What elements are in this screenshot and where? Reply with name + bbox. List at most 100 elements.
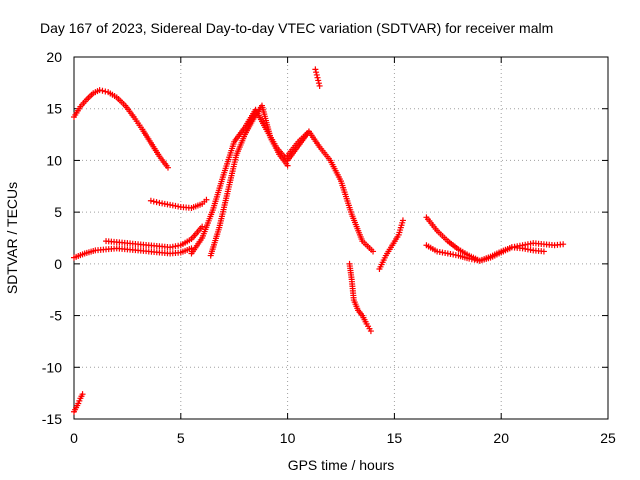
data-point <box>77 98 89 110</box>
data-point <box>233 133 248 159</box>
data-point <box>105 89 118 100</box>
data-point <box>103 245 118 253</box>
y-tick-label: -5 <box>50 308 63 324</box>
data-point <box>96 87 109 95</box>
data-point <box>382 244 394 259</box>
series-arc-early-negative <box>71 391 86 415</box>
data-point <box>316 82 323 89</box>
data-point <box>177 203 192 211</box>
x-tick-labels: 0 5 10 15 20 25 <box>70 430 616 446</box>
data-point <box>139 126 153 144</box>
tick-layer <box>73 56 609 420</box>
data-point <box>284 162 291 169</box>
data-point <box>355 307 364 317</box>
data-point <box>167 249 182 257</box>
data-point <box>147 139 162 158</box>
data-point <box>376 254 388 273</box>
data-point <box>370 248 377 255</box>
data-point <box>203 196 210 203</box>
data-point <box>258 102 273 139</box>
data-point <box>530 240 545 247</box>
y-tick-label: 15 <box>46 101 62 117</box>
data-point <box>487 249 503 260</box>
x-tick-label: 25 <box>600 430 616 446</box>
y-tick-label: 0 <box>54 256 62 272</box>
x-tick-label: 5 <box>177 430 185 446</box>
x-tick-label: 15 <box>387 430 403 446</box>
data-point <box>188 201 204 212</box>
data-point <box>73 402 81 411</box>
x-tick-label: 10 <box>280 430 296 446</box>
data-point <box>455 252 471 262</box>
series-arc-plateau-drop <box>284 128 377 255</box>
data-point <box>359 238 375 253</box>
data-point <box>216 190 231 231</box>
x-axis-label: GPS time / hours <box>288 457 395 473</box>
data-point <box>188 236 204 257</box>
data-point <box>284 140 300 159</box>
y-axis-label: SDTVAR / TECUs <box>4 182 20 294</box>
series-arc-negative-dip <box>346 260 374 335</box>
data-point <box>395 219 406 238</box>
data-point <box>188 225 204 243</box>
series-arc-baseline-a <box>71 245 195 261</box>
data-point <box>147 197 160 206</box>
x-tick-label: 20 <box>493 430 509 446</box>
data-point <box>231 126 247 145</box>
y-tick-label: 10 <box>46 152 62 168</box>
y-tick-label: 20 <box>46 49 62 65</box>
data-point <box>81 248 97 257</box>
data-point <box>348 276 357 301</box>
data-point <box>540 248 547 255</box>
data-point <box>399 217 406 224</box>
data-point <box>363 320 373 332</box>
y-tick-label: 5 <box>54 204 62 220</box>
data-point <box>90 88 101 97</box>
data-point <box>209 174 226 214</box>
data-point <box>241 117 256 138</box>
data-point <box>124 240 139 247</box>
data-point <box>423 242 438 254</box>
data-point <box>92 246 107 254</box>
series-arc-late-a <box>423 214 567 264</box>
data-point <box>476 254 492 264</box>
data-point <box>122 102 136 119</box>
data-point <box>346 260 355 281</box>
y-tick-labels: -15 -10 -5 0 5 10 15 20 <box>42 49 62 427</box>
data-point <box>267 134 281 156</box>
data-point <box>207 226 222 259</box>
series-arc-baseline-b <box>103 223 206 251</box>
data-point <box>167 201 182 210</box>
data-point <box>113 94 127 107</box>
data-point <box>199 223 206 230</box>
data-point <box>530 247 545 255</box>
data-point <box>316 143 332 162</box>
data-point <box>434 227 450 243</box>
data-point <box>540 241 555 248</box>
data-point <box>164 164 171 171</box>
data-point <box>188 245 195 252</box>
series-arc-late-b <box>423 242 547 264</box>
data-point <box>145 242 160 250</box>
x-tick-label: 0 <box>70 430 78 446</box>
series-arc-rise-2 <box>207 102 291 259</box>
data-point <box>177 237 193 249</box>
data-point <box>444 250 459 259</box>
data-point <box>113 245 128 253</box>
data-point <box>75 397 83 407</box>
data-point <box>83 91 95 103</box>
data-point <box>312 66 320 78</box>
data-point <box>338 178 354 216</box>
y-tick-label: -10 <box>42 359 62 375</box>
grid-layer <box>74 57 608 419</box>
series-layer <box>71 66 567 415</box>
data-point <box>284 144 300 164</box>
data-point <box>156 243 171 251</box>
data-point <box>305 128 322 149</box>
data-point <box>498 245 513 255</box>
data-point <box>519 245 534 253</box>
data-point <box>156 153 170 169</box>
y-tick-label: -15 <box>42 411 62 427</box>
data-point <box>348 211 365 243</box>
